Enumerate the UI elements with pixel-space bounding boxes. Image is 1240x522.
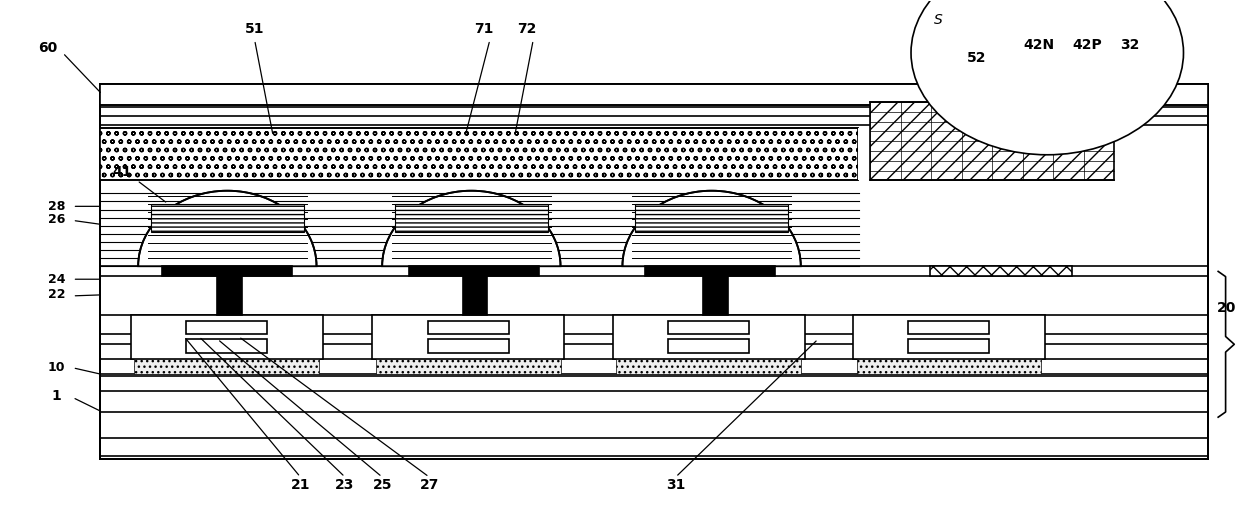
Text: 26: 26 — [48, 213, 66, 226]
Bar — [99, 84, 1208, 105]
Text: 42N: 42N — [1023, 38, 1054, 52]
Text: 72: 72 — [517, 22, 537, 37]
Bar — [161, 266, 291, 276]
Bar — [463, 276, 487, 315]
Bar — [99, 84, 1208, 459]
Text: 52: 52 — [967, 51, 986, 65]
Text: 42P: 42P — [1073, 38, 1102, 52]
Text: S: S — [934, 14, 942, 28]
Ellipse shape — [911, 0, 1183, 155]
Bar — [635, 204, 789, 232]
Text: 10: 10 — [47, 361, 66, 374]
Bar — [376, 359, 560, 374]
Text: 22: 22 — [47, 288, 66, 301]
Bar — [130, 315, 322, 359]
Bar — [99, 128, 858, 180]
Bar — [134, 359, 319, 374]
Text: 24: 24 — [47, 272, 66, 286]
Polygon shape — [138, 191, 316, 266]
Bar — [150, 204, 304, 232]
Bar — [409, 266, 539, 276]
Text: 1: 1 — [52, 389, 61, 404]
Bar — [613, 315, 805, 359]
Text: 31: 31 — [666, 478, 686, 492]
Bar — [668, 321, 749, 335]
Bar — [428, 339, 508, 353]
Bar — [372, 315, 564, 359]
Bar — [186, 321, 267, 335]
Bar — [858, 128, 877, 180]
Text: 28: 28 — [48, 200, 66, 213]
Polygon shape — [622, 191, 801, 266]
Polygon shape — [382, 191, 560, 266]
Text: 23: 23 — [335, 478, 355, 492]
Text: 51: 51 — [244, 22, 264, 37]
Text: 21: 21 — [290, 478, 310, 492]
Bar — [645, 266, 775, 276]
Bar — [703, 276, 728, 315]
Bar — [668, 339, 749, 353]
Bar — [909, 339, 990, 353]
Text: 27: 27 — [419, 478, 439, 492]
Bar — [616, 359, 801, 374]
Bar — [394, 204, 548, 232]
Text: 41: 41 — [113, 165, 131, 180]
Bar — [870, 102, 1114, 180]
Text: 25: 25 — [372, 478, 392, 492]
Bar — [857, 359, 1042, 374]
Bar — [853, 315, 1045, 359]
Text: 60: 60 — [38, 41, 57, 55]
Bar — [186, 339, 267, 353]
Text: 71: 71 — [474, 22, 494, 37]
Text: 20: 20 — [1218, 301, 1236, 315]
Bar — [930, 266, 1073, 276]
Text: 32: 32 — [1121, 38, 1140, 52]
Bar — [217, 276, 242, 315]
Bar — [428, 321, 508, 335]
Bar — [909, 321, 990, 335]
